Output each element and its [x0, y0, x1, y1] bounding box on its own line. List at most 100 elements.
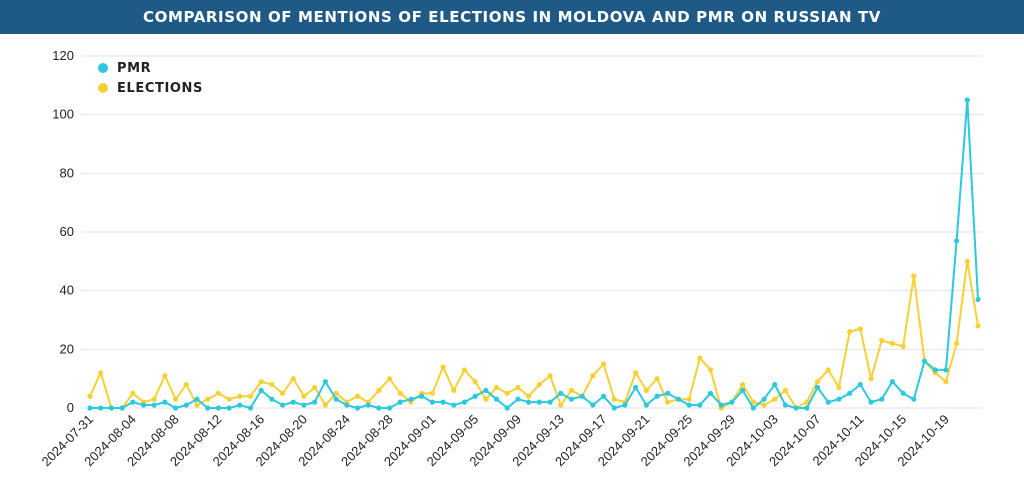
data-point-pmr	[665, 390, 671, 396]
data-point-pmr	[536, 399, 542, 405]
data-point-elections	[301, 393, 307, 399]
data-point-pmr	[975, 296, 981, 303]
data-point-elections	[183, 381, 189, 388]
data-point-pmr	[943, 367, 949, 373]
data-point-elections	[451, 387, 457, 393]
data-point-elections	[258, 379, 264, 385]
data-point-elections	[429, 390, 435, 396]
legend-label-pmr: PMR	[117, 61, 151, 76]
data-point-elections	[654, 376, 660, 382]
data-point-pmr	[654, 393, 660, 399]
data-point-pmr	[365, 402, 371, 408]
data-point-pmr	[740, 387, 746, 393]
data-point-pmr	[772, 381, 778, 388]
data-point-elections	[440, 364, 446, 370]
data-point-pmr	[386, 405, 393, 411]
legend-label-elections: ELECTIONS	[117, 81, 203, 96]
data-point-elections	[215, 390, 221, 396]
data-point-pmr	[889, 379, 896, 385]
data-point-pmr	[836, 396, 842, 402]
data-point-elections	[686, 396, 692, 402]
data-point-pmr	[590, 402, 596, 408]
series-line-elections	[89, 260, 979, 409]
data-point-elections	[376, 387, 382, 393]
data-point-pmr	[568, 396, 575, 402]
data-point-elections	[226, 396, 232, 402]
data-point-pmr	[472, 393, 478, 399]
data-point-pmr	[643, 402, 649, 408]
data-point-pmr	[793, 405, 799, 411]
data-point-elections	[868, 376, 874, 382]
data-point-pmr	[900, 390, 906, 396]
data-point-pmr	[322, 379, 328, 385]
data-point-pmr	[718, 402, 724, 408]
data-point-pmr	[408, 396, 414, 402]
data-point-elections	[397, 390, 403, 396]
data-point-pmr	[429, 399, 435, 405]
data-point-elections	[943, 379, 949, 385]
data-point-pmr	[312, 399, 318, 405]
data-point-elections	[151, 396, 157, 402]
data-point-pmr	[921, 358, 928, 364]
data-point-pmr	[344, 402, 350, 408]
data-point-pmr	[194, 396, 200, 402]
data-point-elections	[504, 390, 510, 396]
data-point-pmr	[558, 390, 564, 396]
data-point-elections	[772, 396, 778, 402]
data-point-pmr	[622, 402, 628, 408]
data-point-pmr	[707, 390, 714, 396]
data-point-elections	[162, 373, 168, 379]
data-point-pmr	[290, 399, 296, 405]
data-point-elections	[461, 367, 468, 373]
data-point-pmr	[451, 402, 457, 408]
data-point-pmr	[483, 387, 489, 393]
data-point-pmr	[183, 402, 189, 408]
data-point-elections	[98, 370, 104, 376]
data-point-pmr	[258, 387, 264, 393]
data-point-pmr	[237, 402, 243, 408]
data-point-elections	[707, 367, 714, 373]
data-point-pmr	[686, 402, 692, 408]
data-point-pmr	[226, 405, 232, 411]
y-tick-label: 40	[60, 283, 74, 298]
data-point-elections	[600, 361, 607, 367]
data-point-elections	[697, 355, 703, 361]
data-point-elections	[665, 399, 671, 405]
data-point-pmr	[579, 393, 585, 399]
y-tick-label: 120	[52, 48, 74, 63]
data-point-elections	[643, 387, 649, 393]
data-point-pmr	[675, 396, 682, 402]
chart-title-bar: COMPARISON OF MENTIONS OF ELECTIONS IN M…	[0, 0, 1024, 34]
data-point-elections	[515, 384, 521, 391]
data-point-elections	[386, 376, 393, 382]
data-point-elections	[611, 396, 617, 402]
data-point-elections	[558, 402, 564, 408]
data-point-pmr	[847, 390, 853, 396]
data-point-pmr	[814, 384, 821, 391]
data-point-elections	[825, 367, 831, 373]
data-point-elections	[836, 384, 842, 391]
data-point-pmr	[526, 399, 532, 405]
data-point-elections	[590, 373, 596, 379]
data-point-pmr	[354, 405, 361, 411]
data-point-elections	[237, 393, 243, 399]
data-point-pmr	[119, 405, 125, 411]
data-point-pmr	[964, 97, 970, 103]
data-point-elections	[312, 384, 318, 391]
data-point-pmr	[729, 399, 735, 405]
data-point-pmr	[461, 399, 468, 405]
data-point-pmr	[825, 399, 831, 405]
data-point-elections	[857, 326, 863, 332]
data-point-elections	[194, 402, 200, 408]
data-point-elections	[847, 329, 853, 335]
data-point-pmr	[98, 405, 104, 411]
y-tick-label: 80	[60, 165, 74, 180]
data-point-elections	[279, 390, 286, 396]
y-tick-label: 100	[52, 107, 74, 122]
data-point-elections	[954, 340, 960, 347]
data-point-pmr	[547, 399, 553, 405]
data-point-pmr	[611, 405, 617, 411]
data-point-pmr	[247, 405, 254, 411]
data-point-pmr	[108, 405, 114, 411]
y-tick-label: 60	[60, 224, 74, 239]
